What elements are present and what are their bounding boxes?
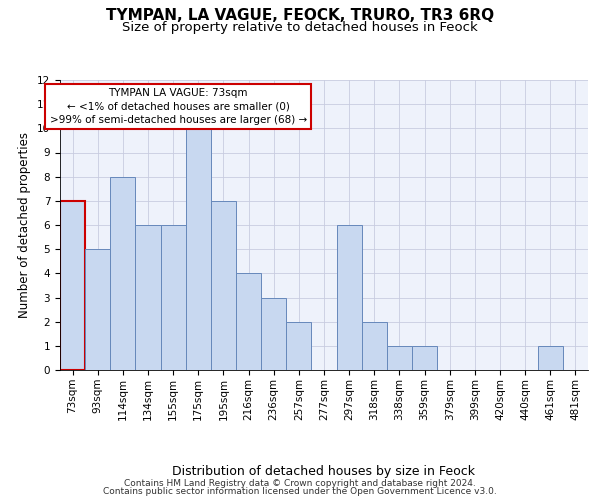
Text: Distribution of detached houses by size in Feock: Distribution of detached houses by size … bbox=[173, 464, 476, 477]
Bar bbox=[362, 322, 387, 370]
Text: TYMPAN LA VAGUE: 73sqm
← <1% of detached houses are smaller (0)
>99% of semi-det: TYMPAN LA VAGUE: 73sqm ← <1% of detached… bbox=[50, 88, 307, 125]
Text: TYMPAN, LA VAGUE, FEOCK, TRURO, TR3 6RQ: TYMPAN, LA VAGUE, FEOCK, TRURO, TR3 6RQ bbox=[106, 8, 494, 22]
Text: Contains public sector information licensed under the Open Government Licence v3: Contains public sector information licen… bbox=[103, 487, 497, 496]
Bar bbox=[286, 322, 311, 370]
Bar bbox=[261, 298, 286, 370]
Bar bbox=[538, 346, 563, 370]
Text: Size of property relative to detached houses in Feock: Size of property relative to detached ho… bbox=[122, 21, 478, 34]
Bar bbox=[136, 225, 161, 370]
Y-axis label: Number of detached properties: Number of detached properties bbox=[19, 132, 31, 318]
Bar bbox=[186, 128, 211, 370]
Bar bbox=[387, 346, 412, 370]
Bar bbox=[60, 201, 85, 370]
Bar bbox=[110, 176, 136, 370]
Text: Contains HM Land Registry data © Crown copyright and database right 2024.: Contains HM Land Registry data © Crown c… bbox=[124, 478, 476, 488]
Bar bbox=[337, 225, 362, 370]
Bar bbox=[161, 225, 186, 370]
Bar bbox=[236, 274, 261, 370]
Bar bbox=[211, 201, 236, 370]
Bar bbox=[412, 346, 437, 370]
Bar bbox=[85, 249, 110, 370]
